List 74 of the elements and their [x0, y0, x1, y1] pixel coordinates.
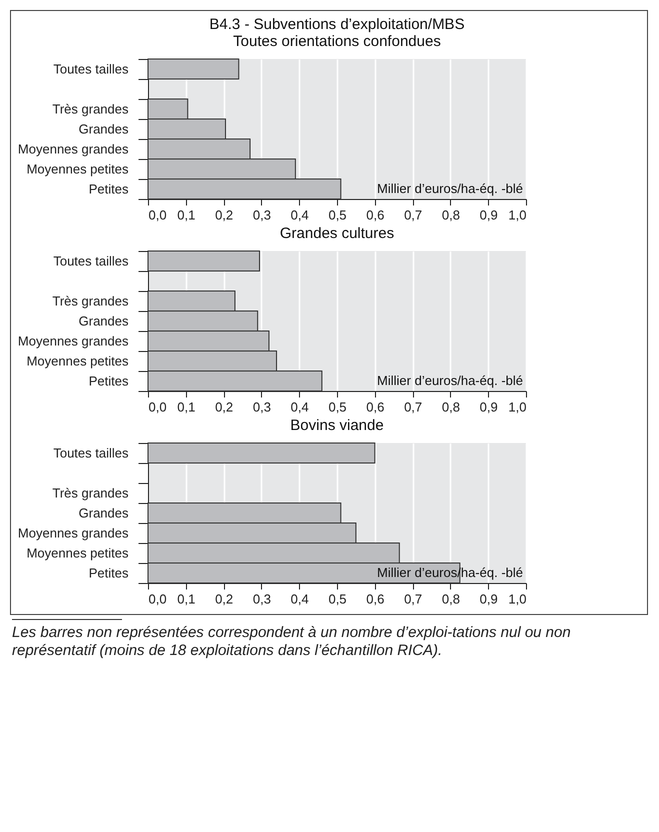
y-tick-label: Toutes tailles: [53, 62, 129, 76]
bar: [148, 118, 226, 140]
bar: [148, 290, 236, 312]
bar: [148, 98, 188, 120]
x-tick-label: 0,5: [328, 208, 347, 222]
x-tick-label: 0,1: [177, 592, 196, 606]
y-tick-label: Moyennes grandes: [18, 334, 129, 348]
x-tick-label: 0,2: [215, 592, 234, 606]
x-tick-label: 0,1: [177, 400, 196, 414]
x-tick-label: 0,3: [252, 400, 271, 414]
chart-title: B4.3 - Subventions d’exploitation/MBS: [209, 16, 465, 33]
y-tick-label: Petites: [88, 182, 129, 196]
bar: [148, 58, 240, 80]
x-tick-label: 1,0: [508, 592, 526, 606]
bar: [148, 542, 400, 564]
y-tick-label: Grandes: [78, 122, 129, 136]
x-axis-title: Millier d’euros/ha-éq. -blé: [377, 373, 523, 388]
y-tick-label: Très grandes: [52, 294, 129, 308]
x-tick-label: 0,2: [215, 208, 234, 222]
x-tick-label: 0,9: [480, 592, 498, 606]
y-tick-label: Toutes tailles: [53, 446, 129, 460]
x-tick-label: 0,3: [252, 208, 271, 222]
y-tick-label: Grandes: [78, 314, 129, 328]
x-tick-label: 0,6: [366, 208, 384, 222]
x-tick-label: 0,8: [442, 208, 460, 222]
bar: [148, 138, 251, 160]
bar: [148, 442, 376, 464]
bar: [148, 158, 296, 180]
x-tick-label: 0,7: [404, 208, 422, 222]
bar: [148, 310, 258, 332]
y-tick-label: Petites: [88, 374, 129, 388]
x-tick-label: 0,8: [442, 592, 460, 606]
x-tick-label: 0,3: [252, 592, 271, 606]
chart-title: Grandes cultures: [280, 225, 394, 242]
bar: [148, 502, 342, 524]
x-tick-label: 0,5: [328, 400, 347, 414]
y-tick-label: Grandes: [78, 506, 129, 520]
bar: [148, 178, 342, 200]
x-tick-label: 0,6: [366, 400, 384, 414]
x-tick-label: 0,2: [215, 400, 234, 414]
y-tick-label: Moyennes grandes: [18, 142, 129, 156]
x-tick-label: 0,8: [442, 400, 460, 414]
y-tick-label: Moyennes petites: [26, 162, 129, 176]
y-tick-label: Toutes tailles: [53, 254, 129, 268]
y-tick-label: Moyennes petites: [26, 354, 129, 368]
x-tick-label: 0,1: [177, 208, 196, 222]
x-tick-label: 0,7: [404, 400, 422, 414]
y-tick-label: Moyennes petites: [26, 546, 129, 560]
x-tick-label: 1,0: [508, 208, 526, 222]
bar: [148, 522, 356, 544]
x-tick-label: 0,5: [328, 592, 347, 606]
chart-subtitle: Toutes orientations confondues: [233, 33, 441, 50]
x-tick-label: 0,0: [148, 208, 167, 222]
y-tick-label: Très grandes: [52, 486, 129, 500]
bar: [148, 370, 322, 392]
x-tick-label: 0,0: [148, 400, 167, 414]
x-tick-label: 0,4: [290, 208, 309, 222]
x-tick-label: 0,0: [148, 592, 167, 606]
y-tick-label: Petites: [88, 566, 129, 580]
bar: [148, 350, 278, 372]
x-tick-label: 0,4: [290, 592, 309, 606]
x-tick-label: 0,7: [404, 592, 422, 606]
x-tick-label: 0,4: [290, 400, 309, 414]
x-axis-title: Millier d’euros/ha-éq. -blé: [377, 181, 523, 196]
x-tick-label: 0,6: [366, 592, 384, 606]
x-tick-label: 1,0: [508, 400, 526, 414]
x-tick-label: 0,9: [480, 400, 498, 414]
text: Les barres non représentées correspondent à un nombre d’exploi-tations nul ou non représentatif (moins de 18 exploitations dans l’échantillon RICA).: [12, 624, 572, 660]
y-tick-label: Très grandes: [52, 102, 129, 116]
x-tick-label: 0,9: [480, 208, 498, 222]
y-tick-label: Moyennes grandes: [18, 526, 129, 540]
bar: [148, 330, 270, 352]
chart-title: Bovins viande: [290, 417, 384, 434]
bar: [148, 250, 260, 272]
